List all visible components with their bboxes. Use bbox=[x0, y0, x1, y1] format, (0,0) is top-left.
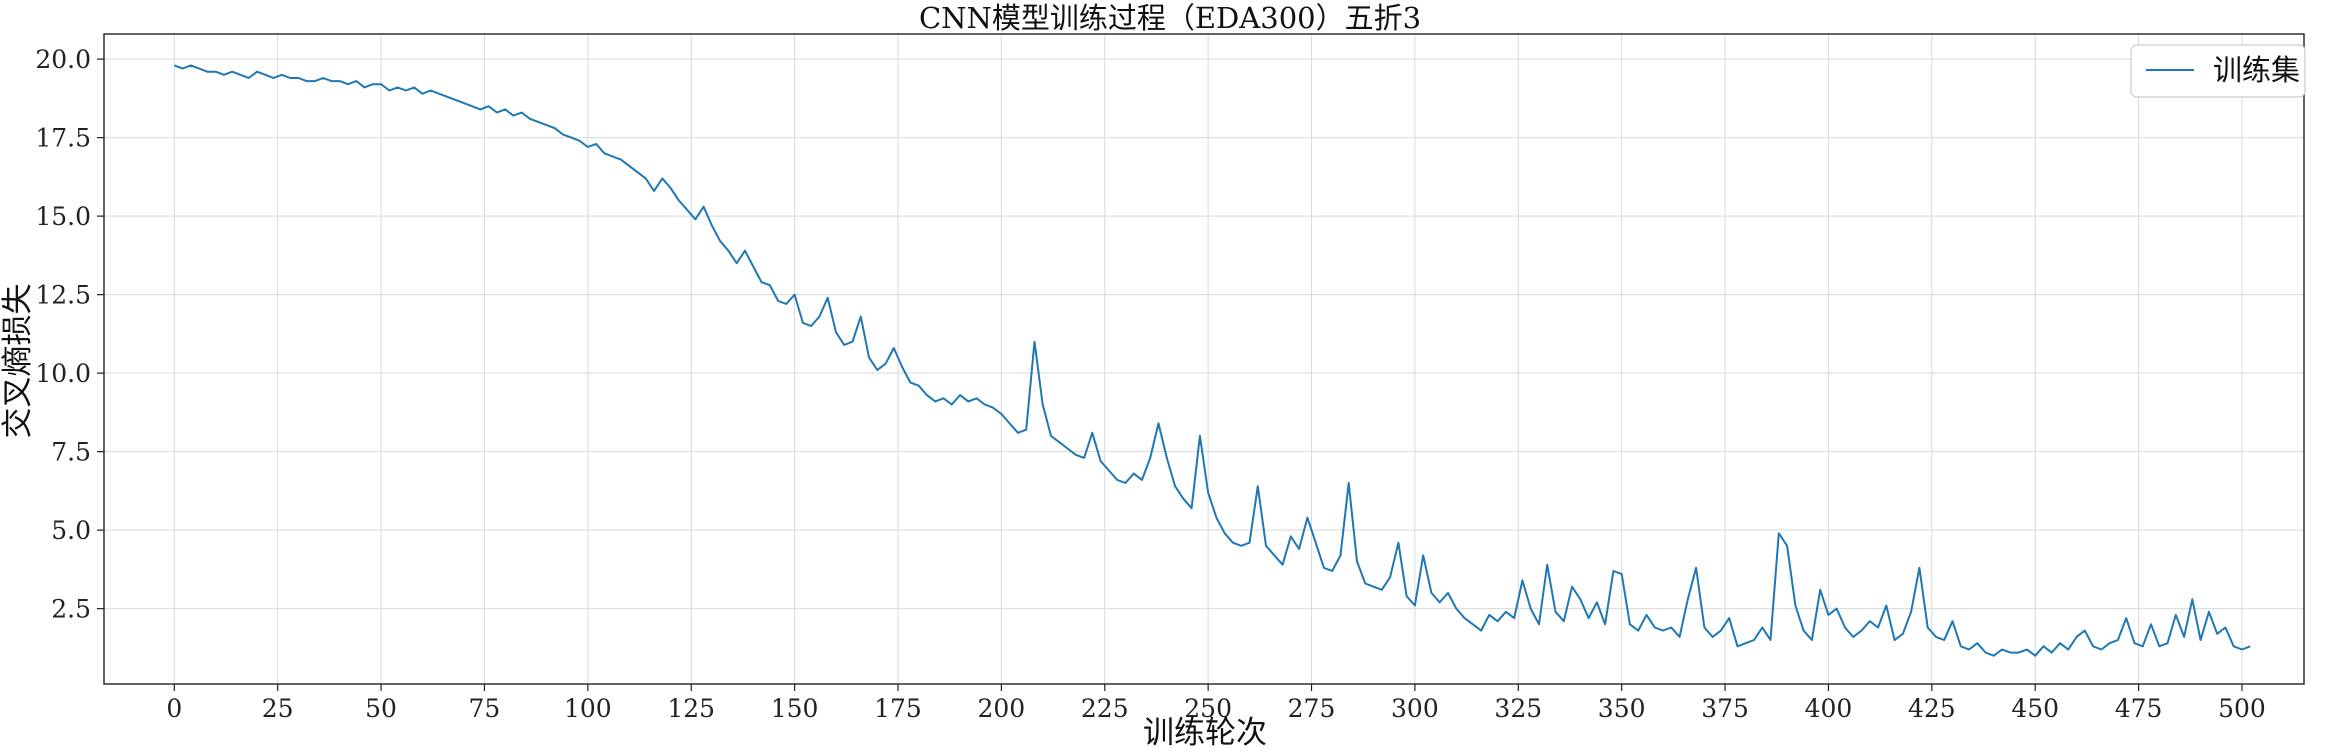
y-tick-label: 12.5 bbox=[35, 281, 91, 310]
x-tick-label: 475 bbox=[2115, 694, 2163, 723]
x-tick-label: 500 bbox=[2218, 694, 2266, 723]
x-tick-label: 25 bbox=[262, 694, 294, 723]
x-tick-label: 300 bbox=[1391, 694, 1439, 723]
x-tick-label: 225 bbox=[1081, 694, 1129, 723]
x-tick-label: 400 bbox=[1805, 694, 1853, 723]
x-tick-label: 200 bbox=[978, 694, 1026, 723]
legend-box bbox=[2130, 44, 2306, 98]
x-tick-label: 150 bbox=[771, 694, 819, 723]
y-tick-label: 17.5 bbox=[35, 124, 91, 153]
x-tick-label: 375 bbox=[1701, 694, 1749, 723]
x-tick-label: 350 bbox=[1598, 694, 1646, 723]
x-axis-title: 训练轮次 bbox=[1143, 715, 1267, 751]
legend-label: 训练集 bbox=[2213, 53, 2300, 87]
x-tick-label: 125 bbox=[667, 694, 715, 723]
x-tick-label: 175 bbox=[874, 694, 922, 723]
chart-title: CNN模型训练过程（EDA300）五折3 bbox=[919, 1, 1421, 35]
y-tick-label: 2.5 bbox=[51, 595, 91, 624]
x-tick-label: 75 bbox=[469, 694, 501, 723]
x-tick-label: 450 bbox=[2011, 694, 2059, 723]
y-tick-label: 15.0 bbox=[35, 202, 91, 231]
legend: 训练集 bbox=[2130, 44, 2306, 98]
x-tick-label: 325 bbox=[1494, 694, 1542, 723]
series-layer bbox=[173, 64, 2251, 657]
y-tick-label: 7.5 bbox=[51, 438, 91, 467]
y-axis-title: 交叉熵损失 bbox=[0, 284, 36, 439]
y-tick-label: 5.0 bbox=[51, 516, 91, 545]
grid bbox=[104, 34, 2304, 684]
y-tick-label: 20.0 bbox=[35, 45, 91, 74]
y-tick-label: 10.0 bbox=[35, 359, 91, 388]
plot-frame bbox=[103, 33, 2305, 685]
x-tick-label: 425 bbox=[1908, 694, 1956, 723]
x-tick-label: 250 bbox=[1184, 694, 1232, 723]
x-tick-label: 275 bbox=[1288, 694, 1336, 723]
x-tick-label: 0 bbox=[166, 694, 182, 723]
x-tick-label: 50 bbox=[365, 694, 397, 723]
x-tick-label: 100 bbox=[564, 694, 612, 723]
axis-ticks: 0 25 50 75 100 125 150 175 200 225 250 275 300 325 350… bbox=[35, 45, 2266, 723]
series-line-training bbox=[173, 64, 2251, 657]
